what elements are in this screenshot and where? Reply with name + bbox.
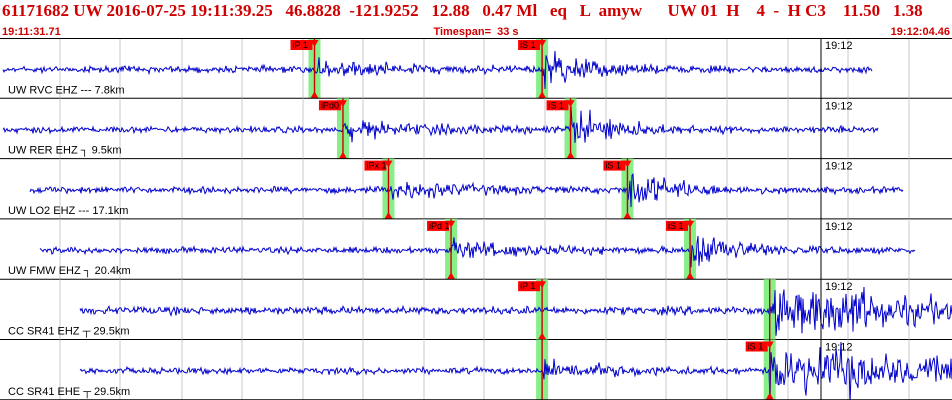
p-pick-bottom-marker bbox=[338, 151, 347, 159]
trace-panel[interactable]: iP 1 iS 1 19:12 UW RVC EHZ --- 7.8km bbox=[0, 38, 952, 99]
start-time-label: 19:11:31.71 bbox=[2, 26, 61, 38]
s-pick-label: iS 1 bbox=[748, 342, 764, 352]
station-label: CC SR41 EHE ┬ 29.5km bbox=[8, 386, 130, 399]
station-label: UW FMW EHZ ┐ 20.4km bbox=[8, 265, 131, 278]
p-pick-top-marker bbox=[447, 220, 456, 228]
s-pick-top-marker bbox=[623, 160, 632, 168]
minute-mark-label: 19:12 bbox=[825, 100, 853, 112]
p-pick-label-box[interactable] bbox=[290, 40, 313, 50]
seismogram-panels[interactable]: iP 1 iS 1 19:12 UW RVC EHZ --- 7.8km iPd0 iS … bbox=[0, 38, 952, 400]
s-pick-label-box[interactable] bbox=[666, 220, 689, 231]
p-pick-label-box[interactable] bbox=[427, 220, 450, 231]
p-pick-bottom-marker bbox=[310, 91, 319, 99]
p-pick-label-box[interactable] bbox=[318, 100, 341, 111]
p-pick-label-box[interactable] bbox=[518, 281, 541, 292]
p-pick-label: iPx 1 bbox=[366, 161, 386, 171]
p-pick-top-marker bbox=[310, 40, 319, 47]
p-pick-label: iPd0 bbox=[321, 100, 339, 110]
s-pick-top-marker bbox=[566, 100, 575, 108]
p-pick-label: iPd 1 bbox=[429, 221, 450, 231]
station-label: CC SR41 EHZ ┬ 29.5km bbox=[8, 326, 130, 339]
waveform-trace bbox=[79, 341, 952, 400]
s-pick-label-box[interactable] bbox=[745, 341, 768, 352]
minute-mark-label: 19:12 bbox=[825, 40, 853, 52]
minute-mark-label: 19:12 bbox=[825, 221, 853, 233]
s-pick-label-box[interactable] bbox=[546, 100, 569, 111]
p-pick-bottom-marker bbox=[447, 272, 456, 280]
p-pick-bottom-marker bbox=[538, 332, 547, 340]
p-pick-top-marker bbox=[384, 160, 393, 168]
p-pick-top-marker bbox=[338, 100, 347, 108]
p-pick-label: iP 1 bbox=[293, 40, 308, 50]
end-time-label: 19:12:04.46 bbox=[890, 26, 950, 38]
s-pick-bottom-marker bbox=[566, 151, 575, 159]
s-pick-label-box[interactable] bbox=[518, 40, 541, 50]
s-pick-bottom-marker bbox=[623, 211, 632, 219]
s-pick-label: iS 1 bbox=[605, 161, 621, 171]
s-pick-label: iS 1 bbox=[520, 40, 536, 50]
event-summary-title: 61171682 UW 2016-07-25 19:11:39.25 46.88… bbox=[2, 1, 923, 20]
s-pick-top-marker bbox=[538, 40, 547, 47]
waveform-trace bbox=[79, 286, 952, 336]
station-label: UW RVC EHZ --- 7.8km bbox=[8, 84, 125, 96]
s-pick-top-marker bbox=[686, 220, 695, 228]
minute-mark-label: 19:12 bbox=[825, 161, 853, 173]
waveform-trace bbox=[2, 50, 873, 89]
s-pick-bottom-marker bbox=[686, 272, 695, 280]
waveform-trace bbox=[39, 235, 916, 268]
seismogram-canvas[interactable]: iP 1 iS 1 19:12 UW RVC EHZ --- 7.8km iPd0 iS … bbox=[0, 38, 952, 400]
station-label: UW RER EHZ ┐ 9.5km bbox=[8, 145, 122, 158]
station-label: UW LO2 EHZ --- 17.1km bbox=[8, 205, 128, 217]
waveform-trace bbox=[29, 172, 904, 208]
trace-panel[interactable]: iP 1 19:12 CC SR41 EHZ ┬ 29.5km bbox=[0, 279, 952, 340]
trace-panel[interactable]: iPd0 iS 1 19:12 UW RER EHZ ┐ 9.5km bbox=[0, 98, 952, 160]
s-pick-label: iS 1 bbox=[668, 221, 684, 231]
minute-mark-label: 19:12 bbox=[825, 281, 853, 293]
trace-panel[interactable]: iPx 1 iS 1 19:12 UW LO2 EHZ --- 17.1km bbox=[0, 158, 952, 220]
s-pick-label-box[interactable] bbox=[603, 160, 626, 171]
s-pick-bottom-marker bbox=[765, 392, 774, 400]
timespan-label: Timespan= 33 s bbox=[433, 26, 519, 38]
trace-panel[interactable]: iS 1 19:12 CC SR41 EHE ┬ 29.5km bbox=[0, 339, 952, 400]
s-pick-bottom-marker bbox=[538, 91, 547, 99]
minute-mark-label: 19:12 bbox=[825, 342, 853, 354]
s-pick-top-marker bbox=[765, 341, 774, 349]
p-pick-bottom-marker bbox=[384, 211, 393, 219]
p-pick-label: iP 1 bbox=[520, 281, 535, 291]
p-pick-label-box[interactable] bbox=[364, 160, 387, 171]
p-pick-top-marker bbox=[538, 281, 547, 289]
waveform-trace bbox=[2, 106, 879, 143]
s-pick-label: iS 1 bbox=[549, 100, 565, 110]
event-header: 61171682 UW 2016-07-25 19:11:39.25 46.88… bbox=[0, 0, 952, 40]
trace-panel[interactable]: iPd 1 iS 1 19:12 UW FMW EHZ ┐ 20.4km bbox=[0, 218, 952, 280]
